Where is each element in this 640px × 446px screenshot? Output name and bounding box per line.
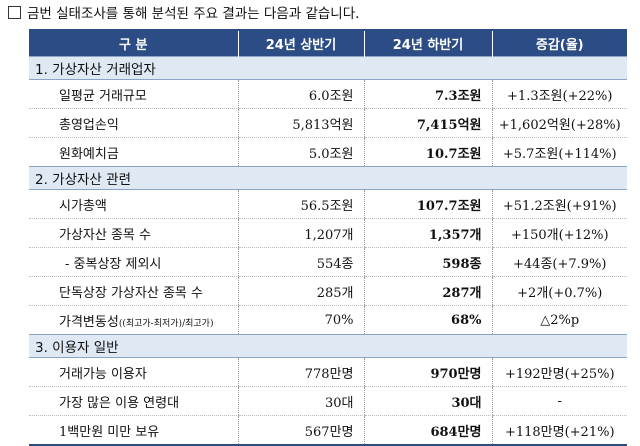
row-label: 일평균 거래규모 (29, 79, 238, 109)
table-row: 일평균 거래규모 6.0조원 7.3조원 +1.3조원(+22%) (29, 79, 627, 109)
row-label: 단독상장 가상자산 종목 수 (29, 276, 238, 306)
value-first-half: 554종 (237, 247, 364, 277)
value-first-half: 5.0조원 (237, 137, 364, 167)
value-second-half: 970만명 (363, 357, 492, 387)
value-first-half: 56.5조원 (237, 189, 364, 219)
value-second-half: 1,357개 (363, 218, 492, 248)
section-row: 2. 가상자산 관련 (29, 166, 627, 190)
header-category: 구 분 (29, 29, 238, 57)
value-change: +1,602억원(+28%) (491, 108, 627, 138)
checkbox-square-icon (8, 6, 21, 19)
header-first-half: 24년 상반기 (237, 29, 364, 57)
table-row: - 중복상장 제외시 554종 598종 +44종(+7.9%) (29, 247, 627, 277)
value-first-half: 70% (237, 305, 364, 335)
value-change: +118만명(+21%) (491, 415, 627, 446)
row-label-note: ((최고가-최저가)/최고가) (118, 318, 214, 329)
row-label: 거래가능 이용자 (29, 357, 238, 387)
row-label: 1백만원 미만 보유 (29, 415, 238, 446)
row-label: 가격변동성 (59, 314, 119, 330)
value-second-half: 684만명 (363, 415, 492, 446)
row-label: - 중복상장 제외시 (29, 247, 238, 277)
value-change: +44종(+7.9%) (491, 247, 627, 277)
row-label: 원화예치금 (29, 137, 238, 167)
value-change: +5.7조원(+114%) (491, 137, 627, 167)
section-title: 2. 가상자산 관련 (29, 166, 627, 190)
table-row: 시가총액 56.5조원 107.7조원 +51.2조원(+91%) (29, 189, 627, 219)
header-second-half: 24년 하반기 (363, 29, 492, 57)
table-row: 가장 많은 이용 연령대 30대 30대 - (29, 386, 627, 416)
value-second-half: 287개 (363, 276, 492, 306)
value-change: +150개(+12%) (491, 218, 627, 248)
table-row: 가상자산 종목 수 1,207개 1,357개 +150개(+12%) (29, 218, 627, 248)
value-first-half: 1,207개 (237, 218, 364, 248)
row-label-volatility: 가격변동성((최고가-최저가)/최고가) (29, 305, 238, 335)
section-row: 1. 가상자산 거래업자 (29, 56, 627, 80)
row-label: 가상자산 종목 수 (29, 218, 238, 248)
value-second-half: 107.7조원 (363, 189, 492, 219)
value-second-half: 10.7조원 (363, 137, 492, 167)
header-change: 증감(율) (491, 29, 627, 57)
table-row: 단독상장 가상자산 종목 수 285개 287개 +2개(+0.7%) (29, 276, 627, 306)
section-row: 3. 이용자 일반 (29, 334, 627, 358)
table-row: 원화예치금 5.0조원 10.7조원 +5.7조원(+114%) (29, 137, 627, 167)
value-change: +1.3조원(+22%) (491, 79, 627, 109)
table-row: 가격변동성((최고가-최저가)/최고가) 70% 68% △2%p (29, 305, 627, 335)
value-second-half: 7.3조원 (363, 79, 492, 109)
value-first-half: 30대 (237, 386, 364, 416)
row-label: 가장 많은 이용 연령대 (29, 386, 238, 416)
section-title: 3. 이용자 일반 (29, 334, 627, 358)
value-first-half: 5,813억원 (237, 108, 364, 138)
row-label: 시가총액 (29, 189, 238, 219)
value-second-half: 68% (363, 305, 492, 335)
value-second-half: 7,415억원 (363, 108, 492, 138)
value-second-half: 598종 (363, 247, 492, 277)
value-first-half: 778만명 (237, 357, 364, 387)
table-row: 총영업손익 5,813억원 7,415억원 +1,602억원(+28%) (29, 108, 627, 138)
row-label: 총영업손익 (29, 108, 238, 138)
table-row: 1백만원 미만 보유 567만명 684만명 +118만명(+21%) (29, 415, 627, 446)
table-row: 거래가능 이용자 778만명 970만명 +192만명(+25%) (29, 357, 627, 387)
value-change: - (491, 386, 627, 416)
value-change: +192만명(+25%) (491, 357, 627, 387)
value-second-half: 30대 (363, 386, 492, 416)
value-change: △2%p (491, 305, 627, 335)
intro-text: 금번 실태조사를 통해 분석된 주요 결과는 다음과 같습니다. (27, 6, 360, 22)
results-table: 구 분 24년 상반기 24년 하반기 증감(율) 1. 가상자산 거래업자 일… (29, 29, 627, 446)
value-first-half: 6.0조원 (237, 79, 364, 109)
intro-line: 금번 실태조사를 통해 분석된 주요 결과는 다음과 같습니다. (8, 4, 359, 24)
table-header-row: 구 분 24년 상반기 24년 하반기 증감(율) (29, 29, 627, 57)
value-change: +51.2조원(+91%) (491, 189, 627, 219)
value-first-half: 567만명 (237, 415, 364, 446)
section-title: 1. 가상자산 거래업자 (29, 56, 627, 80)
value-change: +2개(+0.7%) (491, 276, 627, 306)
value-first-half: 285개 (237, 276, 364, 306)
